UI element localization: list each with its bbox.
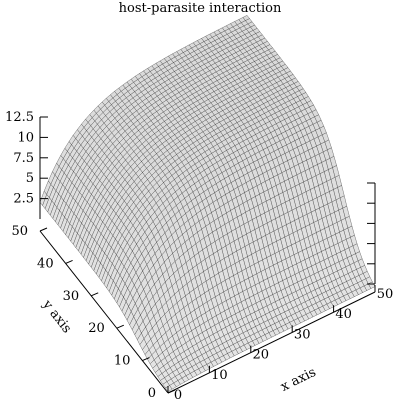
surface-cell [165,385,173,392]
y-tick-label: 40 [37,256,54,271]
y-tick-label: 50 [11,224,28,239]
z-tick-label: 2.5 [13,192,34,207]
y-axis-line [39,230,169,394]
z-tick-label: 12.5 [5,110,34,125]
y-tick-mark [65,259,73,264]
z-tick-label: 5 [26,171,34,186]
x-tick-label: 30 [294,327,311,342]
y-tick-mark [91,292,99,297]
y-tick-mark [142,357,150,362]
z-tick-label: 10 [17,130,34,145]
y-tick-label: 20 [88,321,105,336]
tick-marks [39,116,376,394]
x-tick-label: 10 [211,368,228,383]
z-tick-label: 7.5 [13,151,34,166]
surface-mesh [39,15,376,392]
x-tick-label: 0 [174,388,182,400]
tick-labels: 0 10 20 30 40 50 0 10 20 30 40 50 2.5 5 7.5 10 12.5 [5,110,393,400]
chart-title: host-parasite interaction [118,1,282,16]
x-tick-label: 50 [377,287,394,302]
y-tick-mark [39,227,48,232]
y-tick-label: 10 [114,354,131,369]
x-axis-line [167,291,376,394]
x-tick-label: 40 [335,307,352,322]
y-tick-label: 30 [63,289,80,304]
y-tick-label: 0 [148,386,156,400]
plot-axes [39,117,376,394]
y-tick-mark [167,389,176,394]
x-axis-label: x axis [278,365,318,395]
y-tick-mark [116,324,124,329]
x-tick-label: 20 [253,348,270,363]
